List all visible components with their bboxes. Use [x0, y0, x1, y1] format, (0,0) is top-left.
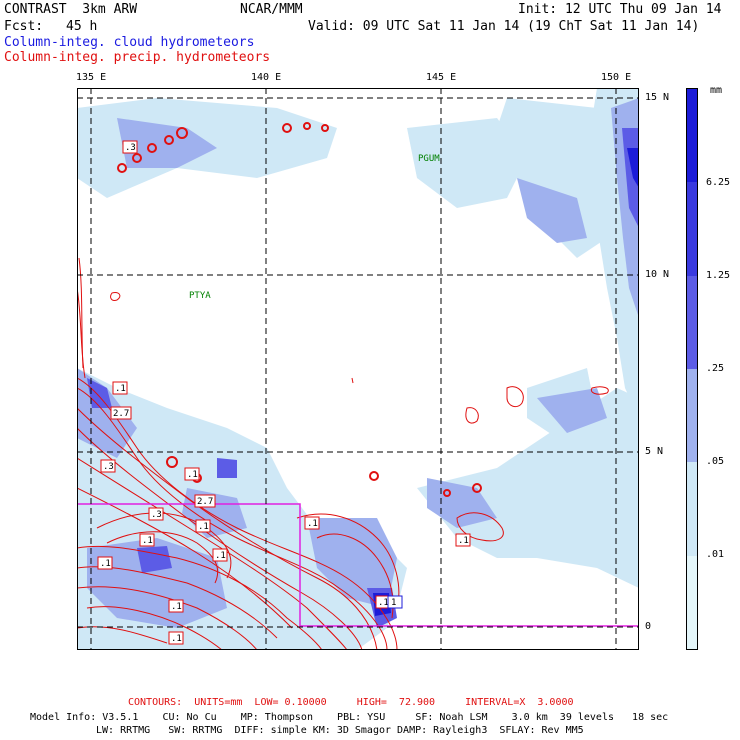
contour-label: .1	[198, 522, 209, 532]
precip-cells	[117, 122, 482, 497]
contour-value-labels: .3 .1 2.7 .3 .1 2.7 .3 .1 .1 .1	[97, 140, 471, 645]
contour-label: .1	[307, 519, 318, 529]
valid-time: Valid: 09 UTC Sat 11 Jan 14 (19 ChT Sat …	[308, 19, 700, 34]
forecast-label: Fcst:	[4, 19, 44, 34]
contour-label: 2.7	[197, 497, 213, 507]
colorbar-segment	[687, 369, 697, 463]
colorbar-segment	[687, 182, 697, 276]
colorbar-level-1-25: 1.25	[706, 270, 731, 281]
lat-label-equator: 0	[645, 621, 652, 632]
colorbar	[686, 88, 698, 650]
lon-label-145: 145 E	[426, 72, 457, 83]
contour-label: 1	[391, 598, 396, 608]
colorbar-level-0-05: .05	[706, 456, 725, 467]
precip-field-legend: Column-integ. precip. hydrometeors	[4, 50, 271, 65]
colorbar-level-0-01: .01	[706, 549, 725, 560]
contour-label: .1	[378, 598, 389, 608]
init-time: Init: 12 UTC Thu 09 Jan 14	[518, 2, 722, 17]
contour-label: .3	[125, 143, 136, 153]
contours-info: CONTOURS: UNITS=mm LOW= 0.10000 HIGH= 72…	[128, 697, 574, 708]
contour-label: .1	[115, 384, 126, 394]
cloud-field-legend: Column-integ. cloud hydrometeors	[4, 35, 255, 50]
contour-label: .1	[171, 602, 182, 612]
contour-label: .3	[151, 510, 162, 520]
contour-label: 2.7	[113, 409, 129, 419]
model-info-line1: Model Info: V3.5.1 CU: No Cu MP: Thompso…	[30, 712, 669, 723]
colorbar-level-0-25: .25	[706, 363, 725, 374]
contour-label: .1	[458, 536, 469, 546]
station-ptya: PTYA	[189, 291, 211, 301]
subdomain-box	[77, 503, 639, 627]
colorbar-segment	[687, 89, 697, 183]
contour-label: .1	[187, 470, 198, 480]
map-panel: PGUM PTYA .3 .1 2.7 .3 .1 2.7 .3 .1	[77, 88, 639, 650]
model-info-line2: LW: RRTMG SW: RRTMG DIFF: simple KM: 3D …	[96, 725, 584, 736]
contour-label: .3	[103, 462, 114, 472]
map-frame	[77, 88, 639, 650]
forecast-hours: 45 h	[66, 19, 98, 34]
lat-label-15n: 15 N	[645, 92, 670, 103]
station-pgum: PGUM	[418, 154, 440, 164]
colorbar-segment	[687, 555, 697, 649]
contour-label: .1	[100, 559, 111, 569]
colorbar-segment	[687, 462, 697, 556]
colorbar-unit: mm	[710, 85, 723, 96]
org-label: NCAR/MMM	[240, 2, 303, 17]
lon-label-140: 140 E	[251, 72, 282, 83]
colorbar-segment	[687, 275, 697, 369]
contour-label: .1	[171, 634, 182, 644]
lat-lon-grid	[77, 88, 639, 650]
lon-label-150: 150 E	[601, 72, 632, 83]
model-title: CONTRAST 3km ARW	[4, 2, 138, 17]
contour-label: .1	[142, 536, 153, 546]
lon-label-135: 135 E	[76, 72, 107, 83]
lat-label-5n: 5 N	[645, 446, 664, 457]
lat-label-10n: 10 N	[645, 269, 670, 280]
contour-label: .1	[215, 551, 226, 561]
colorbar-level-6-25: 6.25	[706, 177, 731, 188]
